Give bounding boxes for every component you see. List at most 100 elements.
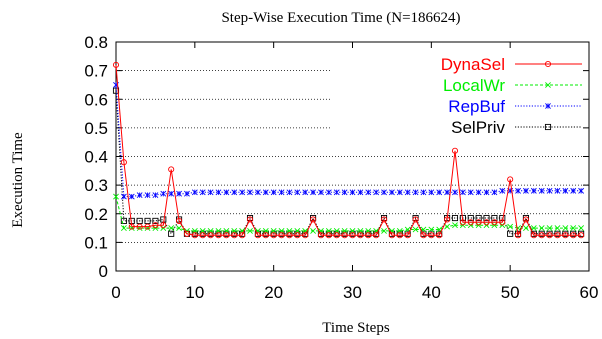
point-marker — [436, 189, 443, 196]
point-marker — [444, 223, 451, 230]
point-marker — [451, 147, 459, 154]
point-marker — [318, 189, 324, 196]
point-marker — [365, 228, 372, 234]
point-marker — [523, 187, 529, 194]
point-marker — [554, 225, 561, 231]
point-marker — [215, 189, 222, 196]
point-marker — [302, 232, 309, 239]
point-marker — [341, 228, 348, 234]
point-marker — [183, 230, 190, 237]
point-marker — [499, 187, 506, 194]
point-marker — [523, 225, 529, 231]
point-marker — [231, 228, 238, 234]
point-marker — [544, 60, 552, 68]
point-marker — [246, 216, 254, 223]
point-marker — [483, 219, 490, 226]
x-tick-label: 10 — [185, 283, 204, 302]
point-marker — [325, 189, 332, 196]
point-marker — [467, 214, 474, 222]
point-marker — [120, 193, 127, 200]
point-marker — [310, 228, 317, 234]
series-dynasel — [112, 61, 585, 239]
point-marker — [325, 232, 332, 239]
point-marker — [436, 232, 443, 239]
point-marker — [475, 214, 482, 222]
y-tick-label: 0.7 — [84, 62, 108, 81]
point-marker — [373, 189, 380, 196]
series-localwr — [113, 193, 585, 234]
point-marker — [507, 230, 514, 237]
point-marker — [357, 232, 364, 239]
point-marker — [381, 189, 387, 196]
point-marker — [231, 189, 238, 196]
point-marker — [428, 232, 435, 239]
x-axis-label: Time Steps — [322, 320, 390, 336]
point-marker — [176, 225, 182, 231]
point-marker — [381, 228, 387, 234]
point-marker — [545, 103, 551, 109]
point-marker — [262, 228, 269, 234]
point-marker — [333, 228, 340, 234]
y-tick-label: 0.3 — [84, 176, 108, 195]
point-marker — [128, 223, 135, 230]
point-marker — [199, 189, 206, 196]
point-marker — [420, 189, 427, 196]
point-marker — [412, 189, 419, 196]
point-marker — [247, 228, 253, 234]
point-marker — [262, 232, 269, 239]
y-tick-label: 0.8 — [84, 33, 108, 52]
point-marker — [444, 216, 451, 223]
point-marker — [562, 187, 569, 194]
point-marker — [380, 216, 388, 223]
point-marker — [341, 189, 348, 196]
point-marker — [404, 232, 411, 239]
point-marker — [247, 189, 253, 196]
point-marker — [546, 225, 553, 231]
legend-label: SelPriv — [451, 118, 505, 137]
point-marker — [530, 225, 537, 231]
point-marker — [538, 232, 545, 239]
point-marker — [120, 225, 127, 231]
point-marker — [199, 232, 206, 239]
x-tick-label: 20 — [264, 283, 283, 302]
point-marker — [396, 189, 403, 196]
point-marker — [152, 192, 159, 199]
point-marker — [207, 228, 214, 234]
point-marker — [176, 217, 183, 224]
point-marker — [215, 228, 222, 234]
point-marker — [199, 228, 206, 234]
point-marker — [254, 232, 261, 239]
point-marker — [475, 189, 482, 196]
point-marker — [349, 232, 356, 239]
point-marker — [223, 189, 230, 196]
point-marker — [191, 228, 198, 234]
point-marker — [160, 190, 167, 197]
point-marker — [530, 187, 537, 194]
point-marker — [491, 189, 498, 196]
point-marker — [176, 190, 182, 197]
point-marker — [223, 228, 230, 234]
series-line — [115, 64, 582, 237]
point-marker — [444, 189, 451, 196]
point-marker — [262, 189, 269, 196]
series-line — [115, 90, 582, 235]
point-marker — [270, 189, 277, 196]
x-tick-label: 30 — [343, 283, 362, 302]
point-marker — [152, 217, 159, 224]
point-marker — [515, 232, 522, 239]
chart-title: Step-Wise Execution Time (N=186624) — [221, 10, 460, 26]
point-marker — [459, 189, 466, 196]
point-marker — [113, 193, 119, 200]
point-marker — [215, 232, 222, 239]
x-tick-label: 0 — [111, 283, 120, 302]
point-marker — [451, 214, 459, 222]
y-axis-label: Execution Time — [10, 132, 26, 228]
point-marker — [475, 219, 482, 226]
point-marker — [223, 232, 230, 239]
legend: DynaSel LocalWr RepBuf SelPriv — [441, 55, 582, 137]
point-marker — [578, 225, 585, 231]
point-marker — [294, 189, 301, 196]
point-marker — [191, 232, 198, 239]
point-marker — [136, 217, 143, 224]
point-marker — [428, 189, 435, 196]
